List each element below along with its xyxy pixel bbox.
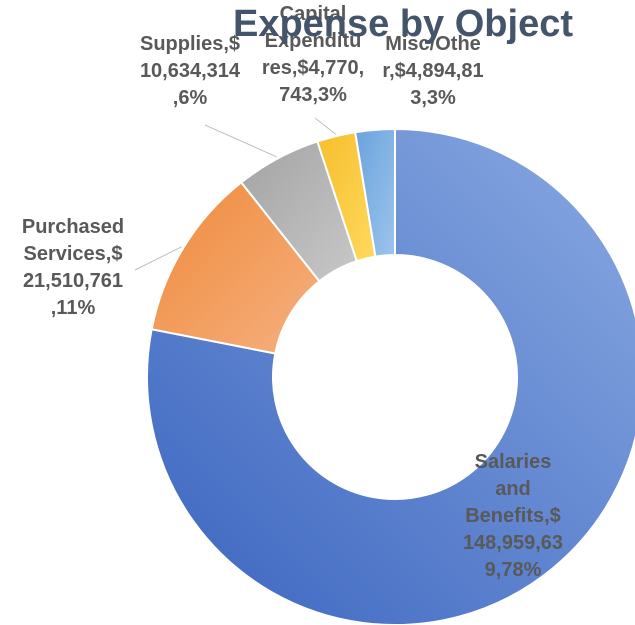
leader-line xyxy=(314,117,336,135)
data-label-line: ,11% xyxy=(51,297,96,319)
data-label-line: 743,3% xyxy=(279,84,347,106)
data-label-supplies: Supplies,$ 10,634,314 ,6% xyxy=(140,33,241,109)
data-label-line: Purchased xyxy=(22,216,124,238)
data-label-purchased-services: Purchased Services,$ 21,510,761 ,11% xyxy=(22,216,124,319)
data-label-line: Services,$ xyxy=(24,243,123,265)
data-label-line: 9,78% xyxy=(485,559,542,581)
data-label-line: r,$4,894,81 xyxy=(382,60,483,82)
data-label-line: ,6% xyxy=(173,87,208,109)
chart-title: Expense by Object xyxy=(233,3,573,45)
data-label-capital-expenditures: Capital Expenditu res,$4,770, 743,3% xyxy=(262,3,364,106)
donut-slice-salaries-and-benefits xyxy=(146,127,635,625)
data-label-line: res,$4,770, xyxy=(262,57,364,79)
data-label-line: Expenditu xyxy=(265,30,362,52)
data-label-line: Supplies,$ xyxy=(140,33,240,55)
leader-line xyxy=(134,246,182,271)
donut-slice-misc-other xyxy=(354,127,396,258)
data-label-line: and xyxy=(495,478,531,500)
data-label-line: 21,510,761 xyxy=(23,270,123,292)
data-label-line: Capital xyxy=(280,3,347,25)
data-label-line: 148,959,63 xyxy=(463,532,563,554)
data-label-salaries-and-benefits: Salaries and Benefits,$ 148,959,63 9,78% xyxy=(463,451,563,581)
data-label-line: 10,634,314 xyxy=(140,60,241,82)
leader-line xyxy=(204,124,277,158)
data-label-misc-other: Misc/Othe r,$4,894,81 3,3% xyxy=(382,33,483,109)
data-label-line: Misc/Othe xyxy=(385,33,481,55)
data-labels: Salaries and Benefits,$ 148,959,63 9,78% Purc… xyxy=(22,3,563,581)
leader-lines xyxy=(134,117,376,271)
data-label-line: 3,3% xyxy=(410,87,456,109)
donut-slices xyxy=(146,127,635,625)
data-label-line: Benefits,$ xyxy=(465,505,561,527)
data-label-line: Salaries xyxy=(475,451,552,473)
